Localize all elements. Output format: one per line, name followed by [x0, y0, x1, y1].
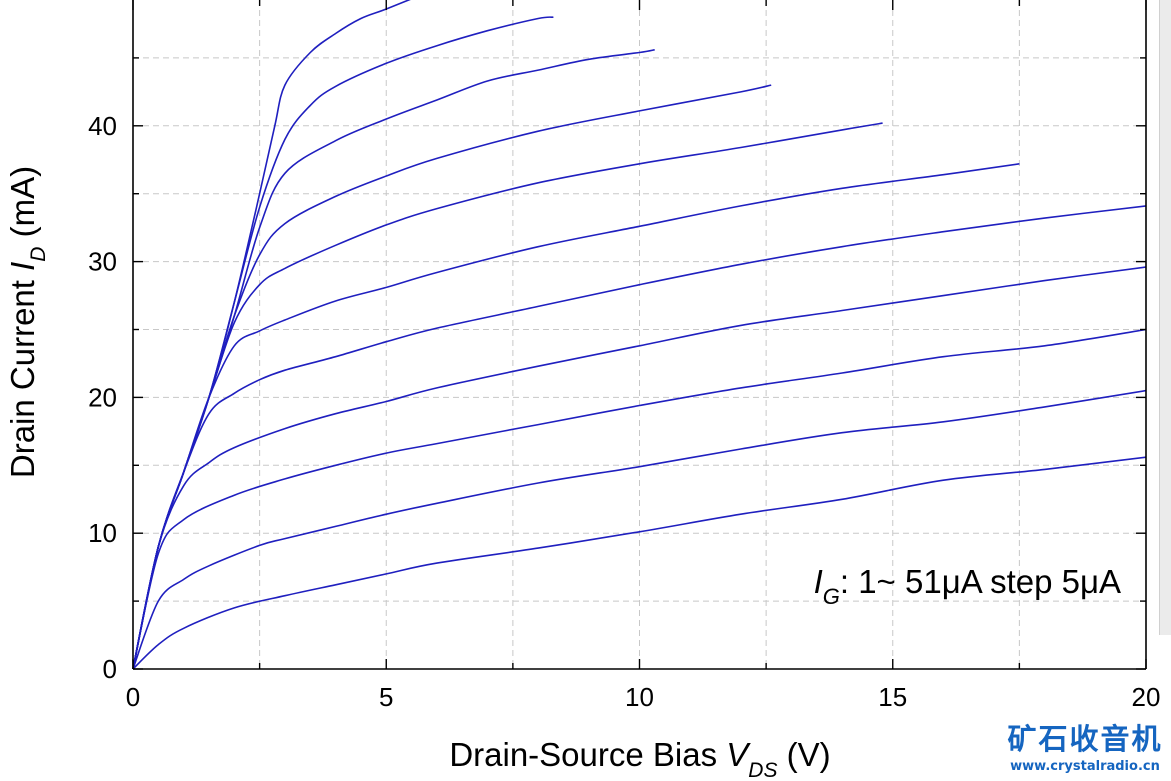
y-tick-label: 30: [88, 247, 117, 277]
x-tick-label: 15: [878, 682, 907, 712]
series-curve-1: [132, 456, 1147, 670]
series-curve-11: [132, 0, 411, 670]
watermark-logo: 矿石收音机: [1007, 722, 1163, 756]
y-tick-label: 20: [88, 382, 117, 412]
series-curve-3: [132, 328, 1147, 670]
series-curve-2: [132, 389, 1147, 670]
y-tick-label: 0: [103, 654, 117, 684]
x-tick-label: 5: [379, 682, 393, 712]
y-tick-label: 40: [88, 111, 117, 141]
watermark-url: www.crystalradio.cn: [1010, 759, 1160, 774]
axis-ticks: [132, 0, 1147, 670]
series-curves: [132, 0, 1147, 670]
x-tick-label: 20: [1132, 682, 1161, 712]
x-axis-title: Drain-Source Bias VDS (V): [449, 736, 830, 781]
series-curve-4: [132, 266, 1147, 670]
scrollbar-track[interactable]: [1159, 0, 1171, 635]
y-tick-label: 10: [88, 518, 117, 548]
y-axis-title: Drain Current ID (mA): [4, 166, 50, 478]
gate-current-annotation: IG: 1~ 51μA step 5μA: [814, 563, 1121, 609]
x-tick-label: 10: [625, 682, 654, 712]
series-curve-5: [132, 205, 1147, 670]
tick-labels: 0 5 10 15 20 0 10 20 30 40: [88, 111, 1160, 712]
x-tick-label: 0: [126, 682, 140, 712]
